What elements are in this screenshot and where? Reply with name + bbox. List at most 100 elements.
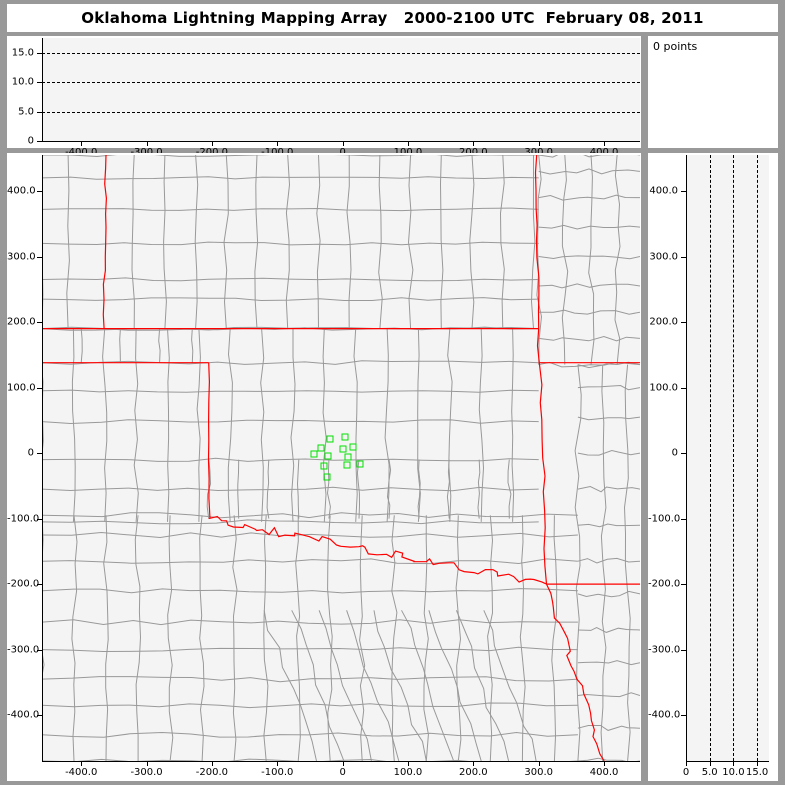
x-tick-label: -200.0 (196, 147, 228, 158)
county-border-line (42, 646, 578, 653)
county-border-line (577, 757, 640, 761)
county-border-line (574, 364, 582, 761)
grid-line-vertical (757, 155, 759, 761)
county-border-line (538, 224, 640, 230)
grid-line-vertical (709, 155, 711, 761)
y-tick-mark (681, 715, 686, 717)
x-tick-label: 15.0 (746, 767, 769, 778)
station-marker (341, 433, 349, 441)
y-tick-label: 200.0 (649, 316, 678, 328)
x-tick-label: 0 (339, 767, 346, 778)
panel-altitude-vs-north-south[interactable]: 400.0 300.0 200.0 100.0 0 -100.0 -200.0 -300.0 -… (648, 153, 778, 781)
y-tick-mark (37, 191, 42, 193)
x-tick-label: 300.0 (524, 147, 553, 158)
top-plot-area[interactable] (42, 38, 640, 141)
y-tick-label: 400.0 (649, 185, 678, 197)
state-border-line (102, 155, 108, 329)
y-tick-mark (37, 52, 42, 54)
map-y-axis (42, 155, 43, 762)
county-border-line (223, 155, 229, 329)
y-tick-mark (37, 518, 42, 520)
county-border-line (346, 610, 400, 761)
county-border-line (194, 155, 199, 329)
county-border-line (519, 515, 526, 761)
y-tick-label: -400.0 (648, 709, 681, 721)
county-border-line (391, 515, 398, 761)
county-border-line (577, 523, 640, 528)
state-border-line (534, 155, 540, 329)
panel-point-count[interactable]: 0 points (648, 36, 778, 148)
county-border-line (103, 515, 109, 761)
station-marker (349, 443, 357, 451)
panel-plan-view-map[interactable]: 400.0 300.0 200.0 100.0 0 -100.0 -200.0 -300.0 -… (7, 153, 641, 781)
county-border-line (623, 364, 631, 761)
state-border-line (545, 583, 605, 761)
y-tick-mark (681, 453, 686, 455)
y-tick-label: 15.0 (11, 47, 34, 59)
x-tick-label: 100.0 (393, 767, 423, 778)
county-border-line (577, 692, 640, 698)
x-tick-mark (407, 141, 409, 146)
panel-altitude-vs-east-west[interactable]: 0 5.0 10.0 15.0 -400.0 -300.0 -200.0 -100.0 0 100… (7, 36, 641, 158)
county-border-line (455, 515, 462, 761)
county-border-line (538, 168, 640, 175)
county-border-line (507, 459, 512, 519)
county-border-line (316, 155, 321, 329)
x-tick-mark (407, 761, 409, 766)
county-border-line (42, 512, 578, 519)
x-tick-label: 200.0 (459, 767, 488, 778)
y-tick-label: 400.0 (7, 185, 36, 197)
y-tick-label: 100.0 (649, 382, 678, 394)
station-marker (343, 461, 351, 469)
x-tick-label: -200.0 (195, 767, 229, 778)
county-border-line (588, 155, 595, 365)
county-border-line (614, 155, 621, 365)
county-border-line (439, 155, 444, 329)
y-tick-mark (37, 322, 42, 324)
y-tick-mark (681, 518, 686, 520)
y-tick-mark (37, 111, 42, 113)
county-border-line (42, 155, 539, 158)
county-border-line (417, 459, 421, 519)
county-border-line (131, 155, 135, 329)
x-tick-label: 0 (339, 147, 345, 158)
x-tick-label: -300.0 (130, 767, 163, 778)
county-border-line (359, 515, 366, 761)
point-count-label: 0 points (653, 40, 698, 53)
map-x-axis (42, 761, 640, 762)
county-border-line (134, 515, 142, 761)
map-plot-area[interactable] (42, 155, 640, 761)
window-title-bar: Oklahoma Lightning Mapping Array 2000-21… (7, 4, 778, 32)
county-border-line (499, 155, 505, 329)
x-tick-label: 400.0 (590, 147, 619, 158)
y-tick-mark (37, 453, 42, 455)
county-border-line (42, 419, 539, 425)
county-border-line (295, 515, 301, 761)
county-border-line (356, 459, 361, 519)
y-tick-label: 0 (27, 447, 34, 459)
county-border-line (71, 515, 78, 761)
x-tick-label: -100.0 (261, 147, 293, 158)
county-border-line (285, 155, 291, 329)
x-tick-mark (604, 141, 606, 146)
county-border-line (386, 459, 392, 519)
county-border-line (346, 155, 352, 329)
page-title: Oklahoma Lightning Mapping Array 2000-21… (81, 9, 704, 27)
county-border-line (232, 515, 238, 761)
county-border-line (42, 531, 578, 539)
y-tick-mark (681, 387, 686, 389)
county-border-line (133, 328, 139, 522)
county-border-line (373, 610, 427, 761)
x-tick-mark (342, 141, 344, 146)
county-border-line (71, 328, 76, 522)
county-border-line (538, 309, 640, 315)
county-border-line (469, 155, 475, 329)
county-border-line (407, 155, 414, 329)
x-tick-mark (277, 141, 279, 146)
x-tick-mark (757, 761, 759, 766)
x-tick-label: -400.0 (65, 767, 98, 778)
side-plot-area[interactable] (686, 155, 769, 761)
x-tick-label: 100.0 (394, 147, 423, 158)
state-border-line (536, 328, 548, 585)
county-border-line (263, 515, 269, 761)
